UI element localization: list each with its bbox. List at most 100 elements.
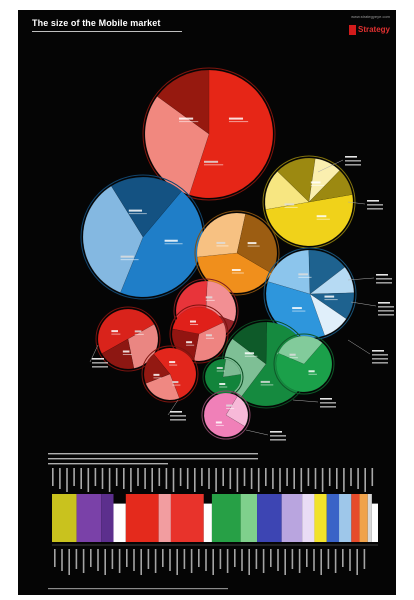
column-label-mark (66, 468, 68, 492)
pie-slice (111, 176, 182, 238)
pie-slice (275, 342, 333, 393)
column-label-mark (356, 549, 358, 575)
column-label-mark (115, 468, 118, 486)
slice-label-mark (284, 203, 295, 206)
pie-slice (309, 266, 355, 295)
slice-label-mark (228, 117, 244, 120)
column-label-mark (234, 549, 236, 567)
country-labels-bottom (52, 544, 378, 575)
pie-slice (101, 338, 135, 370)
column-label-mark (52, 468, 54, 486)
title-bar: The size of the Mobile market www.strate… (18, 10, 396, 36)
leader-line (167, 399, 179, 416)
column-label-mark (133, 549, 135, 571)
pie-slice (188, 69, 274, 199)
column-label-mark (59, 468, 61, 489)
callout-text-mark (320, 406, 336, 408)
column-label-mark (257, 468, 260, 492)
column-label-mark (327, 549, 330, 569)
column-label-mark (320, 549, 322, 575)
column-label-mark (80, 468, 82, 489)
bubble-ring (273, 333, 335, 395)
bubble-ring (194, 210, 280, 296)
callout-text-mark (92, 362, 108, 364)
slice-label-mark (219, 386, 228, 388)
slice-label-mark (215, 424, 224, 426)
pie-bubble (263, 247, 357, 341)
pie-slice (145, 373, 180, 401)
slice-label-mark (284, 206, 298, 208)
explanation-text (48, 453, 258, 465)
column-label-mark (154, 549, 157, 573)
pie-slice (153, 347, 197, 399)
callout-text-mark (376, 278, 392, 280)
leader-line (317, 159, 344, 173)
title-underline (32, 31, 182, 32)
pie-slice (309, 292, 355, 320)
column-label-mark (61, 549, 63, 571)
column-label-mark (169, 549, 171, 571)
column-label-mark (68, 549, 70, 575)
pie-slice (222, 359, 242, 378)
pie-slice (308, 170, 353, 203)
pie-bubble (80, 174, 206, 300)
column-label-mark (250, 468, 253, 489)
slice-label-mark (231, 272, 244, 274)
column-label-mark (336, 468, 338, 489)
column-label-mark (201, 468, 203, 486)
column-label-mark (147, 549, 150, 569)
slice-label-mark (122, 350, 130, 353)
column-label-mark (293, 468, 295, 489)
slice-label-mark (128, 213, 147, 215)
slice-label-mark (247, 242, 257, 245)
paragraph-line (48, 463, 168, 465)
column-label-mark (82, 549, 85, 573)
callout-text-mark (372, 358, 388, 360)
pie-slice (308, 158, 340, 203)
slice-label-mark (179, 121, 199, 123)
column-label-mark (262, 549, 265, 573)
column-label-mark (144, 468, 146, 489)
pie-bubble (169, 304, 229, 364)
column-label-mark (243, 468, 246, 486)
slice-label-mark (164, 243, 183, 245)
column-label-mark (158, 468, 161, 486)
callout-text-mark (170, 411, 182, 413)
slice-label-mark (219, 383, 226, 386)
column-label-mark (90, 549, 92, 567)
column-label-mark (205, 549, 207, 571)
slice-label-mark (189, 320, 196, 323)
slice-label-mark (205, 334, 212, 337)
bubble-ring (201, 390, 251, 440)
column-label-mark (179, 468, 182, 486)
callout (347, 200, 383, 210)
slice-label-mark (244, 352, 255, 355)
column-label-mark (140, 549, 142, 575)
strip-segment (314, 494, 327, 542)
pie-slice (156, 69, 210, 135)
column-label-mark (364, 468, 366, 492)
column-label-mark (172, 468, 175, 492)
column-label-mark (279, 468, 281, 492)
slice-label-mark (120, 255, 134, 258)
strip-segment (170, 494, 204, 542)
column-label-mark (198, 549, 200, 567)
slice-label-mark (324, 295, 335, 298)
page-title: The size of the Mobile market (32, 18, 161, 28)
paragraph-line (48, 453, 258, 455)
pie-slice (277, 335, 323, 365)
column-label-mark (306, 549, 308, 567)
footer-text-mark (48, 588, 228, 590)
column-label-mark (284, 549, 286, 575)
column-label-mark (328, 468, 331, 486)
slice-label-mark (260, 384, 274, 386)
infographic-poster: The size of the Mobile market www.strate… (18, 10, 396, 595)
callout-text-mark (270, 435, 286, 437)
slice-label-mark (308, 370, 315, 373)
column-label-mark (349, 549, 351, 571)
column-label-mark (277, 549, 279, 571)
callout-text-mark (320, 402, 336, 404)
column-label-mark (229, 468, 232, 489)
strip-segment (257, 494, 282, 542)
paragraph-line (48, 458, 258, 460)
